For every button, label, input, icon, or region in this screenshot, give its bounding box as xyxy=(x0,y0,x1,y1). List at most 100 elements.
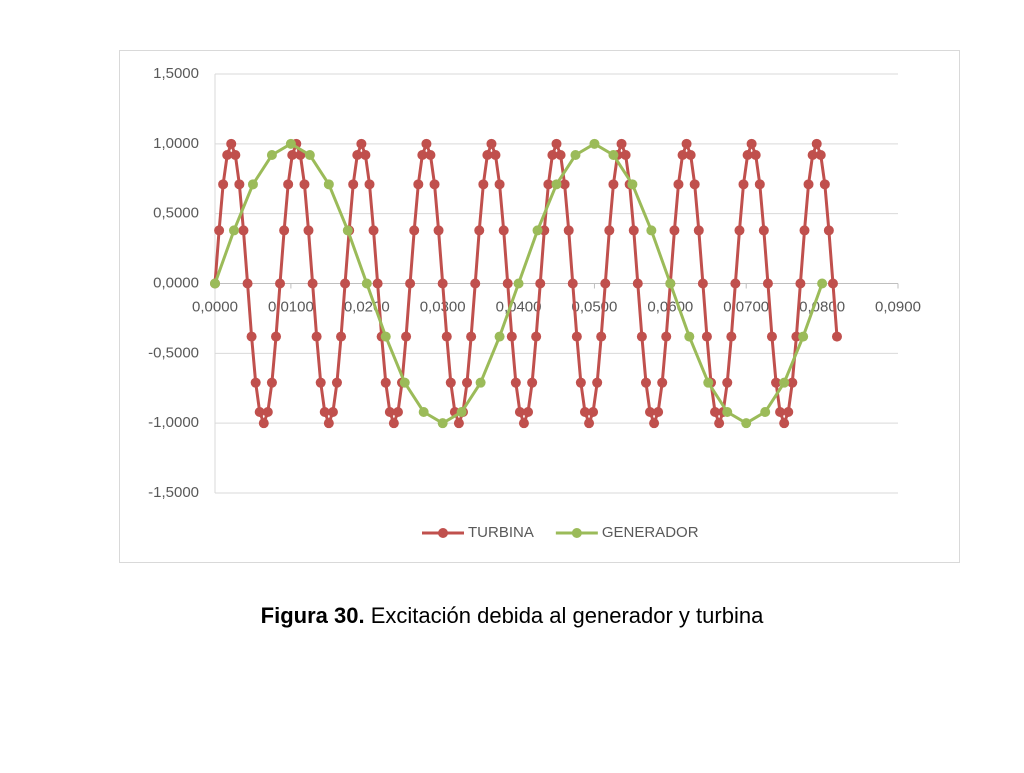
data-point xyxy=(589,138,600,149)
data-point xyxy=(283,179,294,190)
data-point xyxy=(275,278,286,289)
data-point xyxy=(413,179,424,190)
x-tick-label: 0,0500 xyxy=(571,298,617,315)
data-point xyxy=(315,377,326,388)
data-point xyxy=(285,138,296,149)
data-point xyxy=(462,377,473,388)
data-point xyxy=(418,406,429,417)
data-point xyxy=(535,278,546,289)
data-point xyxy=(494,331,505,342)
data-point xyxy=(258,418,269,429)
data-point xyxy=(819,179,830,190)
data-point xyxy=(787,377,798,388)
data-point xyxy=(779,377,790,388)
data-point xyxy=(490,150,501,161)
data-point xyxy=(811,138,822,149)
data-point xyxy=(646,225,657,236)
data-point xyxy=(543,179,554,190)
data-point xyxy=(827,278,838,289)
data-point xyxy=(486,138,497,149)
data-point xyxy=(685,150,696,161)
data-point xyxy=(361,278,372,289)
data-point xyxy=(372,278,383,289)
data-point xyxy=(323,179,334,190)
data-point xyxy=(342,225,353,236)
data-point xyxy=(380,331,391,342)
data-point xyxy=(466,331,477,342)
data-point xyxy=(649,418,660,429)
data-point xyxy=(482,150,493,161)
data-point xyxy=(608,150,619,161)
data-point xyxy=(513,278,524,289)
data-point xyxy=(831,331,842,342)
data-point xyxy=(319,406,330,417)
data-point xyxy=(803,179,814,190)
data-point xyxy=(746,138,757,149)
data-point xyxy=(783,406,794,417)
data-point xyxy=(242,278,253,289)
data-point xyxy=(584,418,595,429)
data-point xyxy=(661,331,672,342)
data-point xyxy=(627,179,638,190)
data-point xyxy=(304,150,315,161)
data-point xyxy=(368,225,379,236)
data-point xyxy=(714,418,725,429)
data-point xyxy=(425,150,436,161)
data-point xyxy=(644,406,655,417)
data-point xyxy=(697,278,708,289)
data-point xyxy=(340,278,351,289)
data-point xyxy=(250,377,261,388)
x-tick-label: 0,0900 xyxy=(875,298,921,315)
data-point xyxy=(222,150,233,161)
data-point xyxy=(352,150,363,161)
y-tick-label: -0,5000 xyxy=(148,344,199,361)
data-point xyxy=(677,150,688,161)
data-point xyxy=(551,138,562,149)
y-tick-label: 0,0000 xyxy=(153,274,199,291)
data-point xyxy=(527,377,538,388)
data-point xyxy=(327,406,338,417)
data-point xyxy=(453,418,464,429)
data-point xyxy=(710,406,721,417)
data-point xyxy=(741,418,752,429)
data-point xyxy=(307,278,318,289)
data-point xyxy=(470,278,481,289)
data-point xyxy=(494,179,505,190)
x-tick-label: 0,0800 xyxy=(799,298,845,315)
data-point xyxy=(348,179,359,190)
data-point xyxy=(417,150,428,161)
data-point xyxy=(331,377,342,388)
data-point xyxy=(210,278,220,289)
data-point xyxy=(722,406,733,417)
data-point xyxy=(563,225,574,236)
data-point xyxy=(701,331,712,342)
data-point xyxy=(771,377,782,388)
data-point xyxy=(636,331,647,342)
data-point xyxy=(798,331,809,342)
data-point xyxy=(616,138,627,149)
data-point xyxy=(588,406,599,417)
data-point xyxy=(575,377,586,388)
data-point xyxy=(555,150,566,161)
x-tick-label: 0,0300 xyxy=(420,298,466,315)
data-point xyxy=(775,406,786,417)
data-point xyxy=(399,377,410,388)
data-point xyxy=(799,225,810,236)
data-point xyxy=(779,418,790,429)
data-point xyxy=(266,150,277,161)
data-point xyxy=(592,377,603,388)
data-point xyxy=(360,150,371,161)
data-point xyxy=(421,138,432,149)
data-point xyxy=(392,406,403,417)
data-point xyxy=(303,225,314,236)
data-point xyxy=(441,331,452,342)
data-point xyxy=(532,225,543,236)
data-point xyxy=(226,138,237,149)
data-point xyxy=(567,278,578,289)
legend-marker xyxy=(438,528,448,538)
data-point xyxy=(445,377,456,388)
x-tick-label: 0,0200 xyxy=(344,298,390,315)
data-point xyxy=(579,406,590,417)
